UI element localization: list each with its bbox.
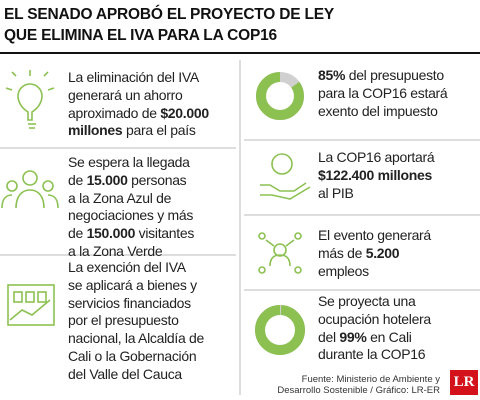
text: de	[68, 225, 87, 242]
text: La eliminación del IVA	[68, 69, 199, 85]
text: La exención del IVA	[68, 259, 186, 275]
text-block: Se espera la llegada de 15.000 personas a …	[68, 154, 194, 261]
people-icon	[1, 170, 59, 209]
building-icon	[7, 284, 55, 326]
text: de	[68, 171, 87, 188]
text-line: más de 5.200	[318, 245, 431, 263]
text: del	[318, 328, 340, 345]
text: exento del impuesto	[318, 102, 438, 119]
text: aproximado de	[68, 104, 161, 121]
text-block: El evento generará más de 5.200 empleos	[318, 227, 431, 280]
text-line: La COP16 aportará	[318, 149, 435, 167]
text: para la COP16 estará	[318, 84, 448, 101]
text: servicios financiados	[68, 294, 191, 311]
text-line: servicios financiados	[68, 295, 204, 313]
highlight: millones	[68, 122, 123, 139]
text-line: Se espera la llegada	[68, 154, 194, 172]
text-line: negociaciones y más	[68, 207, 194, 225]
highlight: 99%	[339, 328, 367, 345]
text-line: del 99% en Cali	[318, 329, 431, 347]
title-line: EL SENADO APROBÓ EL PROYECTO DE LEY	[4, 6, 335, 23]
text-line: $122.400 millones	[318, 167, 434, 185]
highlight: 5.200	[365, 244, 400, 261]
text: visitantes	[135, 225, 195, 242]
highlight: 150.000	[86, 225, 136, 242]
text-line: millones para el país	[68, 122, 209, 140]
text-line: al PIB	[318, 185, 434, 203]
text: ocupación hotelera	[318, 310, 431, 327]
text: del presupuesto	[345, 67, 444, 83]
text: al PIB	[318, 184, 354, 201]
gauge	[256, 72, 304, 120]
highlight: $20.000	[160, 104, 209, 121]
source-line: Desarrollo Sostenible / Gráfico: LR-ER	[277, 385, 440, 396]
text: para el país	[122, 122, 196, 139]
highlight: 15.000	[86, 171, 128, 188]
text-line: empleos	[318, 263, 431, 281]
text-line: Cali o la Gobernación	[68, 348, 204, 366]
network-icon	[258, 232, 302, 274]
money-hand-icon	[260, 153, 311, 200]
text-block: Se proyecta una ocupación hotelera del 99%…	[318, 293, 431, 364]
text-line: aproximado de $20.000	[68, 105, 209, 123]
text: Se espera la llegada	[68, 154, 190, 170]
text-block: La exención del IVA se aplicará a bienes …	[68, 259, 204, 384]
text: durante la COP16	[318, 346, 426, 363]
text: se aplicará a bienes y	[68, 276, 197, 293]
text: negociaciones y más	[68, 207, 194, 224]
text-line: a la Zona Verde	[68, 243, 194, 261]
text-line: La exención del IVA	[68, 259, 204, 277]
highlight: $122.400 millones	[318, 166, 432, 183]
text-block: La eliminación del IVA generará un ahorro…	[68, 69, 209, 140]
text-line: durante la COP16	[318, 346, 431, 364]
text-line: 85% del presupuesto	[318, 67, 447, 85]
text: Cali o la Gobernación	[68, 347, 197, 364]
text-line: de 150.000 visitantes	[68, 225, 194, 243]
text-line: El evento generará	[318, 227, 431, 245]
text-line: nacional, la Alcaldía de	[68, 330, 204, 348]
bulb-icon	[5, 70, 55, 129]
text-line: ocupación hotelera	[318, 311, 431, 329]
text: a la Zona Azul de	[68, 189, 172, 206]
text: en Cali	[366, 328, 412, 345]
text: Se proyecta una	[318, 293, 416, 309]
highlight: 85%	[318, 67, 346, 83]
text: personas	[127, 171, 187, 188]
text-block: La COP16 aportará $122.400 millones al PIB	[318, 149, 435, 203]
text-line: La eliminación del IVA	[68, 69, 209, 87]
text: empleos	[318, 262, 369, 279]
text: generará un ahorro	[68, 86, 183, 103]
text-line: a la Zona Azul de	[68, 190, 194, 208]
text-line: exento del impuesto	[318, 103, 447, 121]
text: por el presupuesto	[68, 312, 179, 329]
text: La COP16 aportará	[318, 149, 435, 165]
gauge	[255, 305, 305, 355]
text: a la Zona Verde	[68, 242, 163, 259]
text-block: 85% del presupuesto para la COP16 estará e…	[318, 67, 448, 121]
text: del Valle del Cauca	[68, 365, 182, 382]
text-line: generará un ahorro	[68, 87, 209, 105]
source-line: Fuente: Ministerio de Ambiente y	[301, 374, 440, 385]
text-line: de 15.000 personas	[68, 172, 194, 190]
text-line: del Valle del Cauca	[68, 366, 204, 384]
text-line: para la COP16 estará	[318, 84, 448, 103]
text: nacional, la Alcaldía de	[68, 330, 205, 347]
text: El evento generará	[318, 227, 431, 243]
text-line: por el presupuesto	[68, 312, 204, 330]
text-line: Se proyecta una	[318, 293, 431, 311]
title-line: QUE ELIMINA EL IVA PARA LA COP16	[4, 27, 277, 44]
logo: LR	[450, 370, 478, 395]
text: más de	[318, 244, 366, 261]
text-line: se aplicará a bienes y	[68, 277, 204, 295]
